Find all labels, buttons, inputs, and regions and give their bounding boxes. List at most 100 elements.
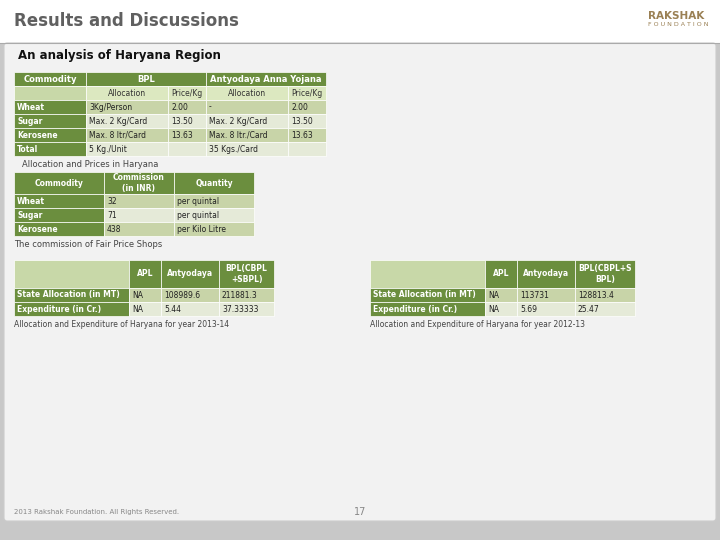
FancyBboxPatch shape <box>219 260 274 288</box>
FancyBboxPatch shape <box>161 288 219 302</box>
Text: Total: Total <box>17 145 38 153</box>
Text: 5.44: 5.44 <box>164 305 181 314</box>
FancyBboxPatch shape <box>129 288 161 302</box>
Text: 211881.3: 211881.3 <box>222 291 258 300</box>
Text: BPL(CBPL+S
BPL): BPL(CBPL+S BPL) <box>578 264 631 284</box>
Text: NA: NA <box>132 305 143 314</box>
FancyBboxPatch shape <box>288 86 326 100</box>
Text: Wheat: Wheat <box>17 197 45 206</box>
FancyBboxPatch shape <box>14 142 86 156</box>
FancyBboxPatch shape <box>206 86 288 100</box>
FancyBboxPatch shape <box>14 86 86 100</box>
FancyBboxPatch shape <box>14 288 129 302</box>
FancyBboxPatch shape <box>104 222 174 236</box>
Text: Kerosene: Kerosene <box>17 225 58 233</box>
FancyBboxPatch shape <box>161 260 219 288</box>
FancyBboxPatch shape <box>14 100 86 114</box>
FancyBboxPatch shape <box>517 302 575 316</box>
FancyBboxPatch shape <box>168 100 206 114</box>
FancyBboxPatch shape <box>288 114 326 128</box>
Text: 2.00: 2.00 <box>291 103 308 111</box>
Text: Allocation: Allocation <box>228 89 266 98</box>
Text: Commodity: Commodity <box>23 75 77 84</box>
FancyBboxPatch shape <box>14 172 104 194</box>
FancyBboxPatch shape <box>174 208 254 222</box>
Text: 108989.6: 108989.6 <box>164 291 200 300</box>
FancyBboxPatch shape <box>517 288 575 302</box>
Text: F O U N D A T I O N: F O U N D A T I O N <box>648 23 708 28</box>
Text: -: - <box>209 103 212 111</box>
Text: Expenditure (in Cr.): Expenditure (in Cr.) <box>17 305 101 314</box>
FancyBboxPatch shape <box>485 302 517 316</box>
Text: Max. 2 Kg/Card: Max. 2 Kg/Card <box>209 117 267 125</box>
Text: Antyodaya Anna Yojana: Antyodaya Anna Yojana <box>210 75 322 84</box>
FancyBboxPatch shape <box>575 288 635 302</box>
FancyBboxPatch shape <box>206 128 288 142</box>
FancyBboxPatch shape <box>485 260 517 288</box>
Text: NA: NA <box>132 291 143 300</box>
FancyBboxPatch shape <box>168 128 206 142</box>
FancyBboxPatch shape <box>129 260 161 288</box>
FancyBboxPatch shape <box>206 114 288 128</box>
Text: 71: 71 <box>107 211 117 219</box>
FancyBboxPatch shape <box>14 128 86 142</box>
FancyBboxPatch shape <box>104 208 174 222</box>
Text: 5 Kg./Unit: 5 Kg./Unit <box>89 145 127 153</box>
Text: Price/Kg: Price/Kg <box>171 89 202 98</box>
FancyBboxPatch shape <box>575 260 635 288</box>
Text: Allocation and Prices in Haryana: Allocation and Prices in Haryana <box>22 160 158 169</box>
Text: Max. 8 ltr/Card: Max. 8 ltr/Card <box>89 131 146 139</box>
FancyBboxPatch shape <box>485 288 517 302</box>
FancyBboxPatch shape <box>174 194 254 208</box>
FancyBboxPatch shape <box>174 222 254 236</box>
Text: 37.33333: 37.33333 <box>222 305 258 314</box>
Text: Kerosene: Kerosene <box>17 131 58 139</box>
FancyBboxPatch shape <box>104 194 174 208</box>
Text: Allocation and Expenditure of Haryana for year 2012-13: Allocation and Expenditure of Haryana fo… <box>370 320 585 329</box>
Text: per quintal: per quintal <box>177 211 219 219</box>
Text: 113731: 113731 <box>520 291 549 300</box>
FancyBboxPatch shape <box>219 302 274 316</box>
Text: APL: APL <box>492 269 509 279</box>
Text: RAKSHAK: RAKSHAK <box>648 11 704 21</box>
FancyBboxPatch shape <box>288 100 326 114</box>
Text: Allocation and Expenditure of Haryana for year 2013-14: Allocation and Expenditure of Haryana fo… <box>14 320 229 329</box>
Text: Price/Kg: Price/Kg <box>292 89 323 98</box>
Text: 25.47: 25.47 <box>578 305 600 314</box>
FancyBboxPatch shape <box>104 172 174 194</box>
FancyBboxPatch shape <box>174 172 254 194</box>
FancyBboxPatch shape <box>14 302 129 316</box>
Text: 35 Kgs./Card: 35 Kgs./Card <box>209 145 258 153</box>
FancyBboxPatch shape <box>14 194 104 208</box>
Text: per quintal: per quintal <box>177 197 219 206</box>
FancyBboxPatch shape <box>14 260 129 288</box>
FancyBboxPatch shape <box>288 128 326 142</box>
Text: 2.00: 2.00 <box>171 103 188 111</box>
FancyBboxPatch shape <box>14 208 104 222</box>
Text: 17: 17 <box>354 507 366 517</box>
Text: NA: NA <box>488 291 499 300</box>
Text: 128813.4: 128813.4 <box>578 291 614 300</box>
FancyBboxPatch shape <box>206 142 288 156</box>
Text: 5.69: 5.69 <box>520 305 537 314</box>
Text: 438: 438 <box>107 225 122 233</box>
Text: Expenditure (in Cr.): Expenditure (in Cr.) <box>373 305 457 314</box>
Text: 13.63: 13.63 <box>291 131 312 139</box>
FancyBboxPatch shape <box>14 72 86 86</box>
Text: per Kilo Litre: per Kilo Litre <box>177 225 226 233</box>
Text: 32: 32 <box>107 197 117 206</box>
FancyBboxPatch shape <box>168 114 206 128</box>
Text: Commission
(in INR): Commission (in INR) <box>113 173 165 193</box>
FancyBboxPatch shape <box>86 100 168 114</box>
FancyBboxPatch shape <box>14 114 86 128</box>
FancyBboxPatch shape <box>168 142 206 156</box>
FancyBboxPatch shape <box>288 142 326 156</box>
FancyBboxPatch shape <box>370 302 485 316</box>
Text: 13.50: 13.50 <box>171 117 193 125</box>
FancyBboxPatch shape <box>161 302 219 316</box>
Text: NA: NA <box>488 305 499 314</box>
Text: Max. 2 Kg/Card: Max. 2 Kg/Card <box>89 117 148 125</box>
Text: Antyodaya: Antyodaya <box>523 269 569 279</box>
FancyBboxPatch shape <box>168 86 206 100</box>
Text: Antyodaya: Antyodaya <box>167 269 213 279</box>
